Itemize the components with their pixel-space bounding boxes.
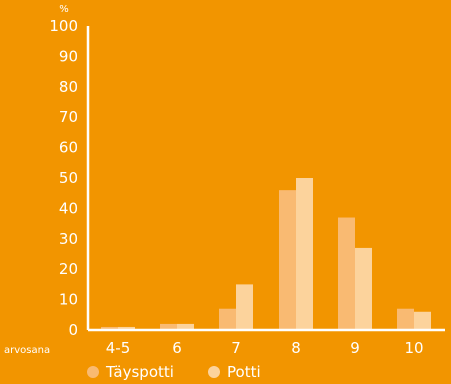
y-tick-label: 30 xyxy=(59,230,78,248)
y-tick-label: 20 xyxy=(59,260,78,278)
x-tick-label: 9 xyxy=(350,339,360,357)
bar-taysp-8 xyxy=(279,190,296,330)
legend-taysp-swatch xyxy=(87,366,99,378)
x-tick-label: 10 xyxy=(404,339,423,357)
bar-taysp-7 xyxy=(219,308,236,330)
bar-potti-8 xyxy=(296,178,313,330)
y-tick-label: 90 xyxy=(59,47,78,65)
y-tick-label: 0 xyxy=(68,321,78,339)
bar-potti-6 xyxy=(177,323,194,330)
bar-potti-7 xyxy=(236,284,253,330)
bar-potti-4-5 xyxy=(118,326,135,330)
y-tick-label: 70 xyxy=(59,108,78,126)
y-tick-label: 60 xyxy=(59,139,78,157)
legend-potti-swatch xyxy=(208,366,220,378)
bar-taysp-10 xyxy=(397,308,414,330)
legend-taysp-label: Täyspotti xyxy=(105,363,174,381)
x-tick-label: 8 xyxy=(291,339,301,357)
y-tick-label: 50 xyxy=(59,169,78,187)
x-tick-label: 6 xyxy=(172,339,182,357)
bar-potti-10 xyxy=(414,311,431,330)
bar-taysp-4-5 xyxy=(101,326,118,330)
y-tick-label: 10 xyxy=(59,291,78,309)
y-axis-label: % xyxy=(59,4,69,15)
x-tick-label: 4-5 xyxy=(106,339,131,357)
y-tick-label: 40 xyxy=(59,199,78,217)
y-tick-label: 80 xyxy=(59,78,78,96)
y-tick-label: 100 xyxy=(49,17,78,35)
bar-taysp-6 xyxy=(160,323,177,330)
x-axis-label: arvosana xyxy=(4,345,50,356)
bar-taysp-9 xyxy=(338,217,355,330)
legend-potti-label: Potti xyxy=(227,363,261,381)
bar-potti-9 xyxy=(355,247,372,330)
x-tick-label: 7 xyxy=(231,339,241,357)
